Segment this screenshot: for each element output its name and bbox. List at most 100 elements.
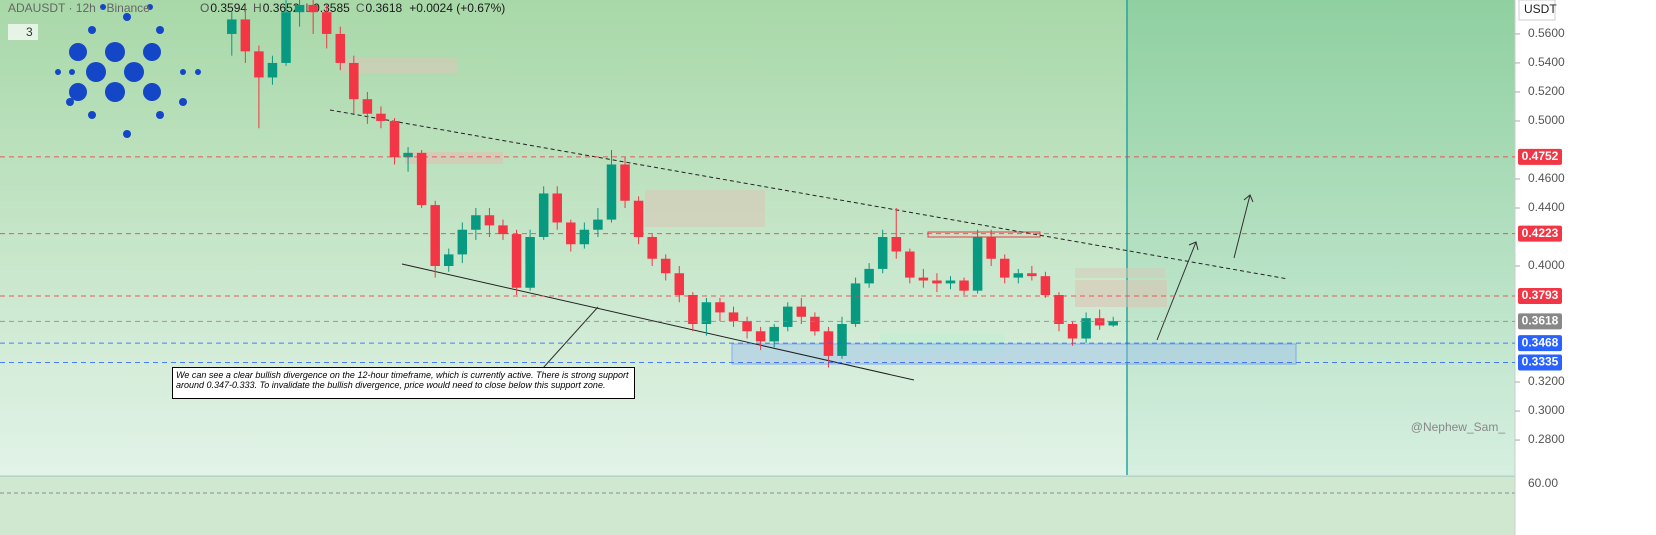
ohlc-value: +0.0024 (+0.67%) [409, 1, 505, 15]
candle-body [606, 164, 617, 220]
candle-body [1013, 273, 1024, 278]
y-tick-label: 0.5600 [1528, 26, 1565, 40]
candle-body [1067, 324, 1078, 339]
candle-body [796, 306, 807, 317]
candle-body [525, 236, 535, 288]
ohlc-label: H [253, 1, 262, 15]
candle-body [783, 306, 793, 327]
annotation: We can see a clear bullish divergence on… [172, 367, 635, 399]
candle-body [593, 219, 603, 230]
candle-body [484, 215, 495, 226]
candle-body [538, 193, 549, 237]
candle-body [728, 312, 739, 322]
ohlc-value: 0.3652 [263, 1, 300, 15]
callout-line [542, 306, 599, 369]
ohlc-label: O [200, 1, 209, 15]
candle-body [1054, 295, 1064, 325]
y-tick-label: 0.5200 [1528, 84, 1565, 98]
candle-body [444, 254, 454, 266]
candle-body [294, 4, 305, 13]
ohlc-value: 0.3594 [210, 1, 247, 15]
candle-body [959, 280, 969, 291]
indicator-toggle[interactable] [8, 24, 38, 40]
candle-body [715, 302, 725, 313]
currency-box [1518, 0, 1556, 21]
zone [405, 152, 503, 164]
zone [342, 58, 458, 73]
candle-body [254, 51, 264, 78]
candle-body [810, 316, 820, 332]
y-tick-label: 0.5400 [1528, 55, 1565, 69]
candle-body [891, 236, 901, 252]
logo [55, 4, 201, 138]
zone [1075, 280, 1167, 307]
y-tick-label: 0.5000 [1528, 113, 1565, 127]
candle-body [769, 326, 779, 342]
price-axis [1515, 0, 1656, 535]
ohlc-label: C [356, 1, 365, 15]
candle-body [945, 280, 956, 284]
candle-body [660, 258, 671, 274]
candle-body [281, 12, 291, 63]
level-badge [1518, 313, 1562, 330]
y-tick-label: 0.3000 [1528, 403, 1565, 417]
candle-body [308, 4, 318, 13]
candle-body [227, 19, 237, 34]
currency: USDT [1524, 2, 1557, 16]
candle-body [321, 12, 332, 34]
candle-body [633, 200, 644, 237]
level-label: 0.3335 [1522, 355, 1559, 369]
level-badge [1518, 335, 1562, 352]
candle-body [918, 277, 929, 281]
indicator-count[interactable]: 3 [26, 25, 33, 39]
candle-body [376, 113, 386, 121]
level-label: 0.4223 [1522, 226, 1559, 240]
support-zone [731, 343, 1297, 365]
ohlc-value: 0.3618 [365, 1, 402, 15]
candle-body [742, 321, 752, 332]
candle-body [674, 273, 685, 296]
candle-body [986, 236, 996, 259]
future-zone [1127, 0, 1515, 475]
level-label: 0.4752 [1522, 149, 1559, 163]
candle-body [511, 234, 522, 288]
rsi-tick: 60.00 [1528, 476, 1558, 490]
candle-body [701, 302, 712, 325]
candle-body [335, 33, 346, 63]
candle-body [1108, 321, 1118, 326]
rsi-pane [0, 476, 1515, 535]
candle-body [1040, 276, 1051, 296]
candle-body [552, 193, 562, 223]
arrow [1233, 194, 1254, 259]
symbol: ADAUSDT · 12h · Binance [8, 1, 150, 15]
candle-body [498, 225, 508, 235]
candle-body [471, 215, 481, 230]
zone [880, 333, 1005, 353]
candle-body [932, 280, 942, 284]
y-tick-label: 0.3200 [1528, 374, 1565, 388]
level-label: 0.3468 [1522, 335, 1559, 349]
candle-body [755, 331, 766, 342]
level-badge [1518, 225, 1562, 242]
candle-body [837, 324, 847, 356]
y-tick-label: 0.4600 [1528, 171, 1565, 185]
zone [645, 190, 765, 227]
candle-body [579, 229, 590, 245]
level-label: 0.3793 [1522, 288, 1559, 302]
level-badge [1518, 288, 1562, 305]
candle-body [972, 236, 983, 291]
candle-body [877, 236, 888, 269]
candle-body [349, 62, 359, 100]
ohlc-value: 0.3585 [313, 1, 350, 15]
candle-body [647, 236, 657, 259]
watermark: @Nephew_Sam_ [1411, 420, 1506, 434]
candle-body [688, 295, 698, 325]
arrow [1156, 241, 1199, 341]
candle-body [267, 62, 278, 78]
candle-body [999, 258, 1010, 278]
level-badge [1518, 148, 1562, 165]
candle-body [850, 283, 861, 325]
y-tick-label: 0.4400 [1528, 200, 1565, 214]
